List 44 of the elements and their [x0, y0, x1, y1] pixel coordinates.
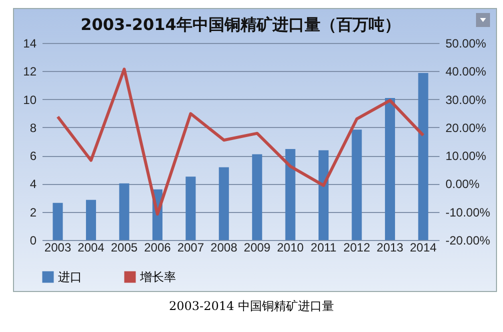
x-tick-label: 2010: [276, 240, 304, 254]
bar: [318, 150, 329, 240]
y-tick-label: 4: [30, 177, 37, 192]
legend-label: 增长率: [139, 270, 176, 284]
y-tick-label: 14: [23, 36, 37, 50]
bar: [218, 167, 229, 240]
y-tick-label: 6: [30, 149, 37, 164]
y2-tick-label: -10.00%: [446, 205, 491, 220]
x-tick-label: 2006: [144, 240, 172, 254]
chart-title: 2003-2014年中国铜精矿进口量（百万吨）: [80, 15, 400, 34]
x-tick-label: 2009: [244, 240, 271, 254]
bar: [384, 98, 396, 240]
bar: [285, 148, 296, 240]
x-tick-label: 2012: [343, 240, 370, 254]
x-tick-label: 2011: [310, 240, 337, 254]
y-tick-label: 8: [30, 120, 37, 135]
bar: [352, 130, 362, 240]
y2-tick-label: 50.00%: [446, 36, 487, 50]
y-tick-label: 12: [23, 64, 37, 79]
x-tick-label: 2003: [44, 240, 72, 254]
x-tick-label: 2013: [376, 240, 404, 254]
bar: [86, 200, 96, 240]
y2-tick-label: 40.00%: [446, 64, 487, 79]
y2-tick-label: 0.00%: [446, 177, 480, 192]
legend-label: 进口: [58, 270, 82, 284]
x-tick-label: 2014: [410, 240, 437, 254]
bar: [186, 176, 196, 240]
y-tick-label: 2: [30, 205, 37, 220]
y2-tick-label: 30.00%: [446, 92, 487, 107]
y-tick-label: 10: [23, 92, 37, 107]
y-tick-label: 0: [30, 234, 37, 248]
x-tick-label: 2008: [210, 240, 238, 254]
line-series: [56, 68, 425, 216]
x-tick-label: 2005: [110, 240, 138, 254]
y2-tick-label: -20.00%: [446, 234, 491, 248]
bar: [252, 154, 262, 240]
x-tick-label: 2007: [177, 240, 204, 254]
bar: [52, 202, 63, 240]
text: 2003-2014 中国铜精矿进口量: [168, 298, 335, 315]
y2-tick-label: 20.00%: [446, 120, 487, 135]
bar: [418, 72, 428, 240]
x-tick-label: 2004: [78, 240, 105, 254]
bar: [119, 183, 130, 240]
y2-tick-label: 10.00%: [446, 149, 487, 164]
